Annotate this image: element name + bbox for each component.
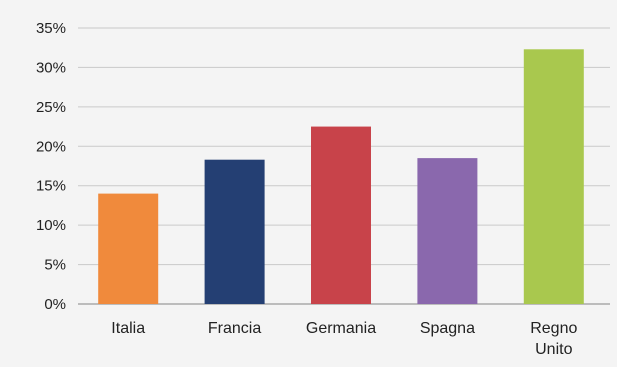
y-tick-label: 25% <box>36 99 66 116</box>
x-category-label-line: Francia <box>208 320 261 337</box>
bar <box>204 159 265 304</box>
y-axis-tick-labels: 0% 5% 10% 15% 20% 25% 30% 35% <box>36 20 66 313</box>
y-tick-label: 10% <box>36 217 66 234</box>
bar <box>417 158 478 304</box>
y-tick-label: 15% <box>36 178 66 195</box>
x-category-label-line: Unito <box>535 341 572 358</box>
bar <box>523 49 584 304</box>
x-category-label-line: Regno <box>530 320 577 337</box>
y-tick-label: 30% <box>36 59 66 76</box>
bar <box>311 126 371 304</box>
y-tick-label: 20% <box>36 138 66 155</box>
y-tick-label: 5% <box>44 257 66 274</box>
y-tick-label: 35% <box>36 20 66 37</box>
x-category-label-line: Italia <box>111 320 145 337</box>
x-category-label: Italia <box>111 320 145 337</box>
y-tick-label: 0% <box>44 296 66 313</box>
bars <box>98 49 584 304</box>
x-category-label: Francia <box>208 320 261 337</box>
x-category-label-line: Spagna <box>420 320 475 337</box>
x-category-label: Germania <box>306 320 376 337</box>
bar <box>98 193 159 304</box>
x-category-label: Regno Unito <box>530 320 577 358</box>
x-category-label-line: Germania <box>306 320 376 337</box>
x-axis-category-labels: Italia Francia Germania Spagna Regno Unito <box>111 320 577 358</box>
x-category-label: Spagna <box>420 320 475 337</box>
